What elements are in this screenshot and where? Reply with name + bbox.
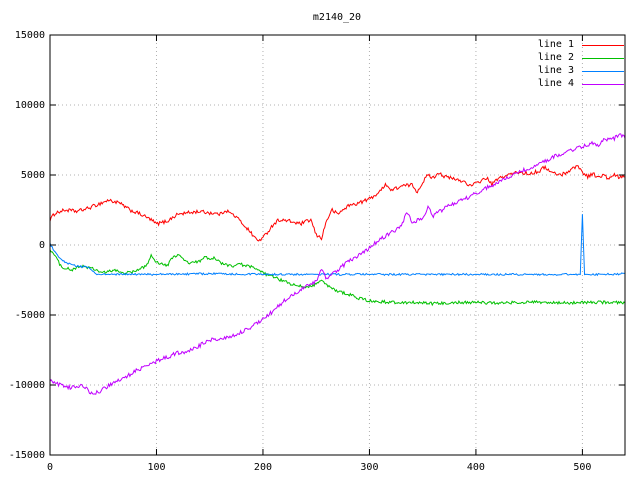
legend-label-line3: line 3 xyxy=(537,65,574,76)
legend-line-sample-3 xyxy=(582,70,624,72)
legend-item-line1: line 1 xyxy=(538,40,624,50)
y-tick-label: -5000 xyxy=(15,310,45,321)
y-tick-label: 5000 xyxy=(21,170,45,181)
x-tick-label: 300 xyxy=(360,462,378,473)
legend: line 1 line 2 line 3 line 4 xyxy=(538,40,624,89)
legend-item-line2: line 2 xyxy=(538,53,624,63)
data-series xyxy=(49,133,626,395)
legend-label-line4: line 4 xyxy=(537,78,574,89)
legend-item-line4: line 4 xyxy=(538,79,624,89)
chart-title: m2140_20 xyxy=(313,12,361,23)
legend-line-sample-1 xyxy=(582,44,624,46)
tick-labels: 0 100 200 300 400 500 -15000 -10000 -5000 0 5000 10… xyxy=(9,30,592,473)
x-tick-label: 100 xyxy=(147,462,165,473)
x-tick-label: 0 xyxy=(47,462,53,473)
legend-line-sample-2 xyxy=(582,57,624,59)
grid-lines xyxy=(49,34,625,456)
legend-line-sample-4 xyxy=(582,83,624,85)
y-tick-label: 0 xyxy=(39,240,45,251)
x-tick-label: 400 xyxy=(467,462,485,473)
y-tick-label: 15000 xyxy=(15,30,45,41)
series-line-2 xyxy=(49,249,626,307)
legend-label-line2: line 2 xyxy=(537,52,574,63)
y-tick-label: -10000 xyxy=(9,380,45,391)
y-tick-label: 10000 xyxy=(15,100,45,111)
series-line-3 xyxy=(49,214,626,277)
legend-label-line1: line 1 xyxy=(537,39,574,50)
series-line-1 xyxy=(49,164,626,242)
y-tick-label: -15000 xyxy=(9,450,45,461)
x-tick-label: 500 xyxy=(573,462,591,473)
x-tick-label: 200 xyxy=(254,462,272,473)
axes xyxy=(49,34,626,456)
legend-item-line3: line 3 xyxy=(538,66,624,76)
series-line-4 xyxy=(49,133,626,395)
